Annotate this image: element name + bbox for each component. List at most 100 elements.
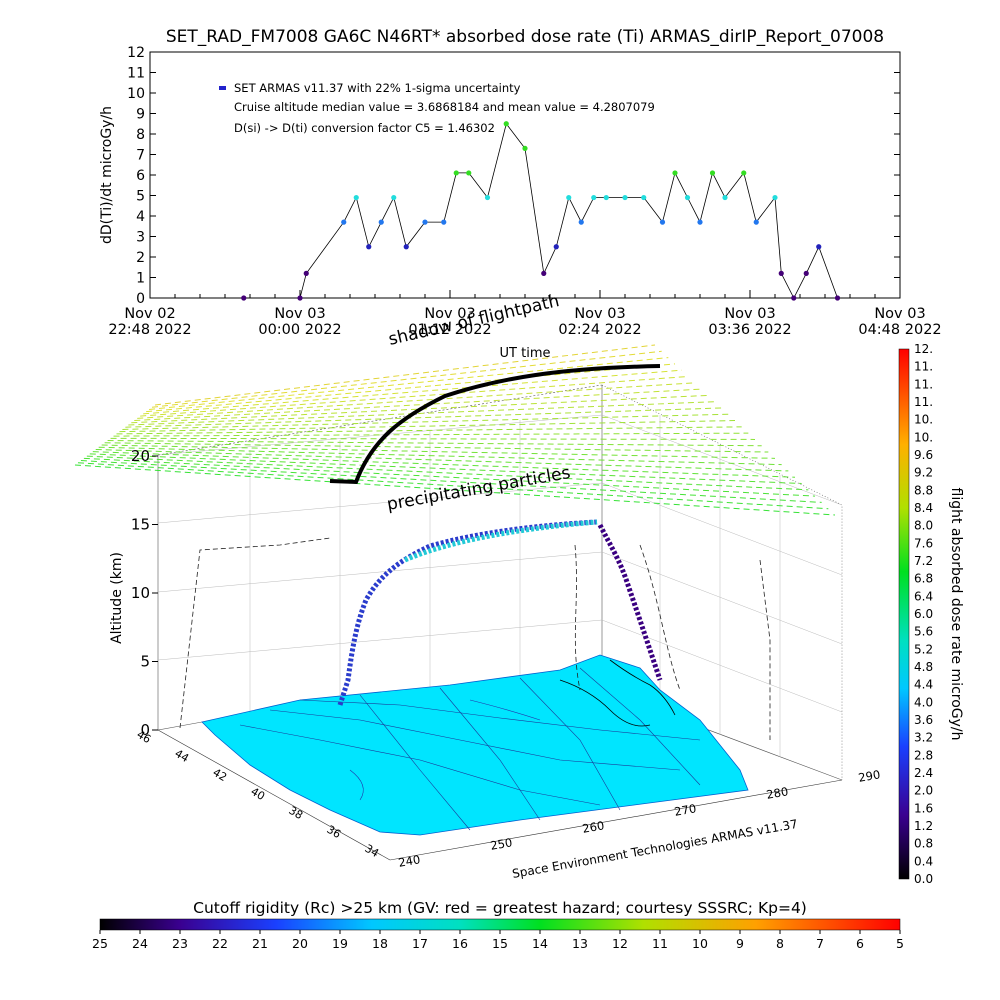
dose-point [441, 219, 447, 225]
dose-point [709, 170, 716, 176]
map3d-panel: 0 5 10 15 20 Altitude (km) 46 44 42 40 38 36 34 24… [74, 291, 881, 881]
x-tick-label-time: 00:00 2022 [258, 322, 341, 338]
dose-colorbar-tick-label: 8.4 [914, 501, 933, 515]
dose-colorbar-tick-label: 3.2 [914, 731, 933, 745]
dose-point [422, 219, 428, 225]
surface-dash-row [116, 426, 742, 435]
longitude-tick-label: 280 [765, 784, 789, 802]
latitude-tick-label: 44 [172, 747, 191, 765]
dose-colorbar-tick-label: 6.0 [914, 607, 933, 621]
surface-dash-row [131, 394, 709, 424]
surface-dash-row [101, 444, 776, 459]
dose-point [603, 194, 609, 201]
rigidity-tick-label: 18 [372, 936, 388, 951]
dose-point [684, 194, 691, 201]
flightpath-3d-climb [337, 519, 598, 706]
rigidity-tick-label: 10 [692, 936, 708, 951]
x-tick-label-date: Nov 02 [124, 306, 175, 322]
rigidity-tick-label: 17 [412, 936, 428, 951]
x-axis-label: UT time [500, 346, 551, 361]
timeseries-dose-trace [243, 122, 838, 299]
surface-dash-row [86, 455, 809, 491]
rigidity-tick-label: 7 [816, 936, 824, 951]
surface-dash-row [92, 451, 796, 478]
dose-colorbar-tick-label: 9.6 [914, 448, 933, 462]
dose-point [366, 244, 372, 250]
y-tick-label: 3 [136, 230, 145, 246]
rigidity-tick-label: 21 [252, 936, 268, 951]
dose-point [522, 145, 528, 151]
dose-point [741, 170, 747, 176]
legend-marker [219, 86, 226, 90]
surface-dash-row [143, 369, 682, 415]
rigidity-tick-label: 6 [856, 936, 864, 951]
surface-dash-row [128, 401, 716, 426]
dose-point [453, 170, 459, 176]
dose-point [697, 219, 703, 225]
x-tick-label-date: Nov 03 [724, 306, 775, 322]
dose-point [503, 121, 509, 127]
rigidity-colorbar: Cutoff rigidity (Rc) >25 km (GV: red = g… [92, 899, 904, 951]
longitude-tick-label: 260 [581, 818, 605, 836]
dose-colorbar-tick-label: 5.6 [914, 625, 933, 639]
dose-colorbar-tick-label: 5.2 [914, 642, 933, 656]
dose-point [241, 295, 247, 301]
dose-point [591, 194, 597, 201]
x-tick-label-date: Nov 03 [274, 306, 325, 322]
flightpath-projections [179, 537, 771, 740]
dose-point [484, 194, 491, 201]
surface-dash-row [107, 440, 762, 447]
dose-colorbar-tick-label: 4.4 [914, 678, 933, 692]
rigidity-tick-label: 14 [532, 936, 548, 951]
dose-trace-line [243, 122, 838, 299]
x-tick-label-date: Nov 03 [574, 306, 625, 322]
y-tick-label: 6 [136, 168, 145, 184]
rigidity-tick-label: 15 [492, 936, 508, 951]
dose-point [816, 244, 822, 250]
altitude-tick-label: 20 [131, 447, 150, 465]
dose-point [778, 270, 784, 276]
altitude-tick-label: 10 [131, 584, 150, 602]
surface-dash-row [146, 363, 676, 413]
y-tick-label: 8 [136, 127, 145, 143]
y-tick-label: 5 [136, 189, 145, 205]
rigidity-tick-label: 24 [132, 936, 148, 951]
dose-point [391, 194, 397, 201]
legend-median-mean: Cruise altitude median value = 3.6868184… [234, 100, 655, 114]
surface-dash-row [122, 413, 729, 430]
rigidity-tick-label: 9 [736, 936, 744, 951]
dose-point [566, 194, 572, 201]
dose-colorbar-tick-label: 8.8 [914, 483, 933, 497]
dose-point [753, 219, 759, 225]
dose-colorbar-tick-label: 0.4 [914, 854, 933, 868]
dose-colorbar-tick-label: 10. [914, 430, 933, 444]
shadow-flightpath-label: shadow of flightpath [387, 291, 562, 350]
longitude-tick-label: 250 [489, 835, 513, 853]
dose-colorbar-tick-label: 9.2 [914, 466, 933, 480]
y-tick-label: 7 [136, 148, 145, 164]
latitude-tick-label: 40 [248, 785, 267, 803]
rigidity-tick-label: 12 [612, 936, 628, 951]
latitude-tick-label: 46 [134, 728, 153, 746]
rigidity-tick-label: 20 [292, 936, 308, 951]
dose-colorbar-tick-label: 8.0 [914, 519, 933, 533]
rigidity-tick-label: 23 [172, 936, 188, 951]
y-tick-label: 0 [136, 291, 145, 307]
surface-dash-row [149, 357, 669, 410]
surface-dash-row [77, 462, 829, 510]
dose-point [297, 295, 303, 301]
latitude-tick-label: 36 [324, 823, 343, 841]
y-tick-label: 2 [136, 250, 145, 266]
dose-colorbar-tick-label: 11. [914, 395, 933, 409]
rigidity-colorbar-title: Cutoff rigidity (Rc) >25 km (GV: red = g… [193, 899, 807, 917]
dose-colorbar-tick-label: 12. [914, 342, 933, 356]
dose-colorbar-tick-label: 6.4 [914, 589, 933, 603]
figure-title: SET_RAD_FM7008 GA6C N46RT* absorbed dose… [166, 27, 884, 47]
dose-point [353, 194, 359, 201]
dose-colorbar-tick-label: 6.8 [914, 572, 933, 586]
rigidity-tick-label: 8 [776, 936, 784, 951]
dose-colorbar-tick-label: 3.6 [914, 713, 933, 727]
dose-point [303, 270, 309, 276]
surface-dash-row [89, 453, 802, 485]
